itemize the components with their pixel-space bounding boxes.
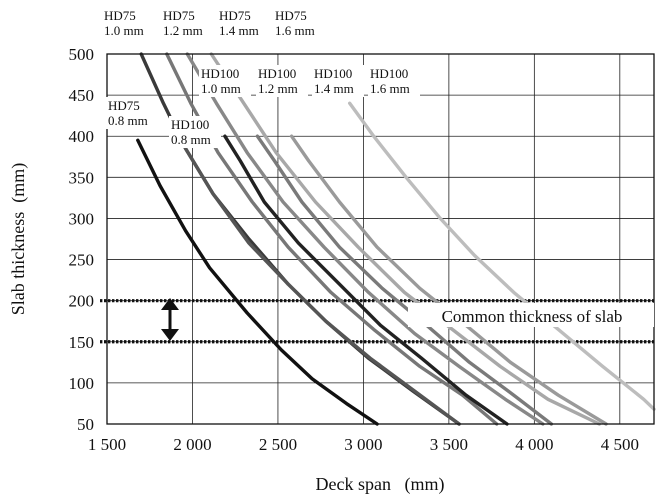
axis-tick-labels: 50 100 150 200 250 300 350 400 450 500 1 500 2 000 2… [69, 45, 639, 454]
y-tick-label: 250 [69, 251, 95, 270]
series-label: HD75 [104, 8, 136, 23]
x-tick-label: 2 500 [259, 435, 297, 454]
x-tick-label: 4 000 [515, 435, 553, 454]
series-label: 1.6 mm [275, 23, 315, 38]
series-label-background [199, 65, 251, 97]
y-tick-label: 200 [69, 292, 95, 311]
series-label: 1.0 mm [201, 81, 241, 96]
series-label: HD100 [370, 66, 408, 81]
series-line [289, 134, 608, 426]
series-line [255, 134, 554, 426]
x-tick-label: 2 000 [173, 435, 211, 454]
y-tick-label: 150 [69, 333, 95, 352]
series-label-background [312, 65, 364, 97]
series-label: HD100 [258, 66, 296, 81]
series-label: 1.0 mm [104, 23, 144, 38]
series-label: HD75 [163, 8, 195, 23]
y-tick-label: 100 [69, 374, 95, 393]
x-tick-label: 1 500 [88, 435, 126, 454]
series-line [185, 52, 545, 426]
y-tick-label: 350 [69, 168, 95, 187]
series-line [209, 52, 601, 426]
y-tick-label: 50 [77, 415, 94, 434]
y-tick-label: 450 [69, 86, 95, 105]
series-label-background [368, 65, 420, 97]
series-line [348, 101, 656, 411]
series-label: HD75 [275, 8, 307, 23]
series-label-background [256, 65, 308, 97]
series-label: 1.4 mm [219, 23, 259, 38]
series-line [223, 134, 509, 426]
series-label: HD100 [314, 66, 352, 81]
series-label: HD75 [108, 98, 140, 113]
x-tick-label: 3 000 [344, 435, 382, 454]
series-label: 1.6 mm [370, 81, 410, 96]
series-label: 0.8 mm [171, 132, 211, 147]
x-axis-title: Deck span (mm) [316, 474, 445, 495]
common-thickness-label: Common thickness of slab [442, 307, 623, 326]
series-label: HD100 [201, 66, 239, 81]
series-label-background [169, 116, 221, 148]
x-tick-label: 4 500 [601, 435, 639, 454]
series-label: 0.8 mm [108, 113, 148, 128]
series-lines [136, 52, 656, 426]
series-label: 1.2 mm [163, 23, 203, 38]
y-axis-title: Slab thickness (mm) [8, 163, 29, 315]
x-tick-label: 3 500 [430, 435, 468, 454]
series-label: 1.4 mm [314, 81, 354, 96]
y-tick-label: 300 [69, 209, 95, 228]
series-label: 1.2 mm [258, 81, 298, 96]
range-arrow [161, 298, 179, 341]
series-line [136, 138, 379, 426]
series-line [183, 146, 461, 426]
series-label: HD75 [219, 8, 251, 23]
series-label-background [106, 97, 158, 129]
plot-frame [106, 53, 655, 425]
y-tick-label: 400 [69, 127, 95, 146]
common-thickness-annotation: Common thickness of slab [408, 303, 654, 327]
series-label: HD100 [171, 117, 209, 132]
y-tick-label: 500 [69, 45, 95, 64]
